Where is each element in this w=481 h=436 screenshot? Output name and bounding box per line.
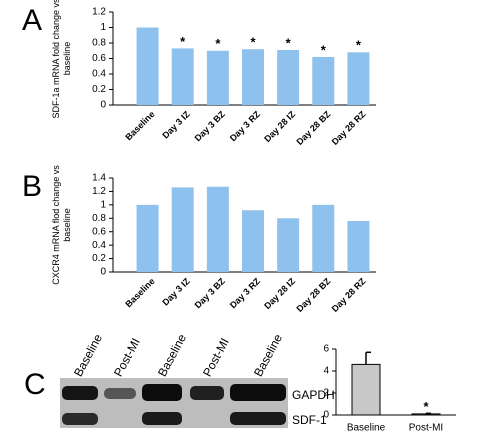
- blot-band: [104, 388, 136, 399]
- bar: [277, 218, 300, 272]
- significance-marker: *: [423, 399, 429, 414]
- significance-marker: *: [321, 42, 327, 57]
- y-tick-label: 0.8: [92, 38, 106, 49]
- blot-band: [230, 384, 286, 401]
- bar: [206, 50, 229, 105]
- panel-label: C: [24, 368, 46, 401]
- y-tick-label: 2: [323, 388, 329, 399]
- y-tick-label: 6: [323, 344, 329, 355]
- x-tick-label: Post-MI: [409, 423, 443, 434]
- blot-band: [62, 413, 98, 425]
- y-tick-label: 1.2: [92, 186, 106, 197]
- y-axis-label: CXCR4 mRNA flod change vsbaseline: [51, 165, 72, 285]
- blot-band: [230, 412, 286, 425]
- significance-marker: *: [356, 38, 362, 53]
- y-tick-label: 1.2: [92, 7, 106, 18]
- bar: [347, 52, 370, 105]
- y-tick-label: 0: [323, 410, 329, 421]
- bar: [277, 49, 300, 105]
- band-label: GAPDH: [292, 388, 335, 402]
- y-axis-label: SDF-1a mRNA fold change vsbaseline: [51, 0, 72, 119]
- bar: [171, 187, 194, 272]
- blot-band: [190, 386, 224, 400]
- western-blot: [60, 378, 288, 428]
- y-tick-label: 0: [100, 267, 106, 278]
- y-tick-label: 0.4: [92, 240, 106, 251]
- bar: [206, 186, 229, 272]
- blot-band: [142, 384, 182, 401]
- bar: [347, 220, 370, 272]
- y-tick-label: 0.8: [92, 213, 106, 224]
- y-tick-label: 0.2: [92, 84, 106, 95]
- y-tick-label: 4: [323, 366, 329, 377]
- bar: [242, 210, 264, 272]
- bar: [351, 363, 381, 416]
- blot-band: [142, 412, 182, 425]
- significance-marker: *: [180, 34, 186, 49]
- y-tick-label: 0.6: [92, 53, 106, 64]
- x-tick-label: Baseline: [347, 423, 386, 434]
- significance-marker: *: [250, 35, 256, 50]
- bar: [312, 204, 335, 272]
- significance-marker: *: [215, 36, 221, 51]
- band-label: SDF-1: [292, 413, 327, 427]
- y-tick-label: 1: [100, 199, 106, 210]
- bar: [136, 27, 159, 105]
- bar: [242, 49, 264, 105]
- y-tick-label: 0.2: [92, 253, 106, 264]
- bar: [312, 56, 335, 105]
- significance-marker: *: [286, 35, 292, 50]
- y-tick-label: 0.6: [92, 226, 106, 237]
- bar: [171, 48, 194, 105]
- panel-label: B: [22, 170, 42, 203]
- bar: [136, 204, 159, 272]
- y-tick-label: 0.4: [92, 69, 106, 80]
- blot-band: [62, 386, 98, 400]
- y-tick-label: 1: [100, 22, 106, 33]
- panel-label: A: [22, 4, 42, 37]
- y-tick-label: 1.4: [92, 173, 106, 184]
- y-tick-label: 0: [100, 100, 106, 111]
